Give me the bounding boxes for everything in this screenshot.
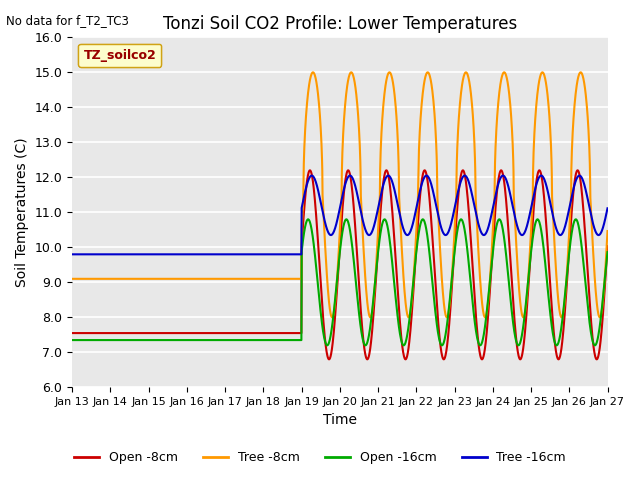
Title: Tonzi Soil CO2 Profile: Lower Temperatures: Tonzi Soil CO2 Profile: Lower Temperatur…: [163, 15, 517, 33]
Legend: Open -8cm, Tree -8cm, Open -16cm, Tree -16cm: Open -8cm, Tree -8cm, Open -16cm, Tree -…: [69, 446, 571, 469]
X-axis label: Time: Time: [323, 413, 357, 427]
Y-axis label: Soil Temperatures (C): Soil Temperatures (C): [15, 137, 29, 287]
Legend: TZ_soilco2: TZ_soilco2: [79, 44, 161, 67]
Text: No data for f_T2_TC3: No data for f_T2_TC3: [6, 14, 129, 27]
